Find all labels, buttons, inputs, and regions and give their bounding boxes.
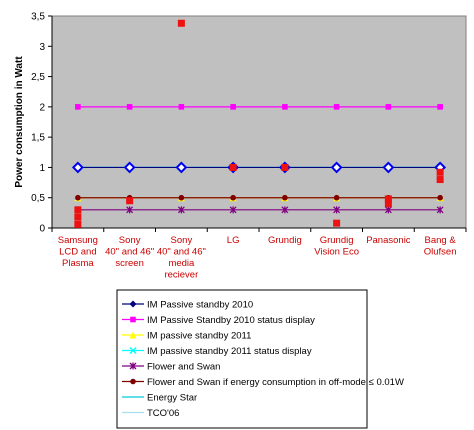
overlay-point [123,161,136,174]
x-tick-label-line: Grundig [320,235,354,246]
series-point [437,194,443,201]
measured-point [384,200,392,208]
y-tick-label: 1,5 [31,133,45,144]
x-tick-label: Bang & Olufsen [424,235,457,258]
overlay-point [330,161,343,174]
legend-marker [129,300,137,308]
x-tick-label: Grundig Vision Eco [314,235,359,258]
measured-point [436,168,444,176]
legend-label: TCO'06 [147,408,179,419]
x-tick-label-line: LG [227,235,240,246]
plot-area [51,15,467,229]
legend: IM Passive standby 2010 IM Passive Standb… [116,289,404,429]
x-tick-label-line: Grundig [268,235,302,246]
series-point [178,194,185,201]
x-tick-label-line: Sony [171,235,193,246]
legend-label: Flower and Swan [147,362,220,373]
legend-label: IM Passive Standby 2010 status display [147,315,315,326]
series-point [282,194,288,201]
x-tick-label: Samsung LCD and Plasma [58,235,98,269]
legend-label: IM passive standby 2011 status display [147,346,312,357]
measured-point [229,163,237,171]
measured-point [436,176,444,184]
y-tick-label: 0 [39,224,45,235]
series-point [281,206,289,214]
y-tick-label: 3 [39,42,45,53]
y-tick-label: 3,5 [31,12,45,23]
measured-layer [74,19,444,228]
measured-point [384,195,392,203]
overlay-point [175,161,188,174]
legend-label: Flower and Swan if energy consumption in… [147,377,404,388]
legend-marker [129,331,137,339]
y-tick-label: 1 [39,163,45,174]
overlay-point [382,161,395,174]
measured-point [74,220,82,228]
x-tick-label-line: 40" and 46" [105,247,154,258]
x-tick-label-line: Sony [119,235,141,246]
x-tick-label: Panasonic [366,235,411,246]
legend-marker [130,316,136,323]
series-point [437,104,443,110]
measured-point [177,19,185,27]
legend-marker [129,347,137,354]
series-point [333,206,341,214]
measured-point [333,219,341,227]
y-tick-label: 0,5 [31,193,45,204]
measured-point [281,163,289,171]
y-tick-label: 2 [39,102,45,113]
series-point [436,206,444,214]
x-tick-label: Grundig [268,235,302,246]
y-tick-label: 2,5 [31,72,45,83]
overlay-layer [71,161,447,174]
y-axis: 0 0,5 1 1,5 2 2,5 3 3,5 [31,12,53,235]
x-tick-label-line: Olufsen [424,247,457,258]
x-tick-label-line: Panasonic [366,235,411,246]
x-tick-label-line: media [168,258,195,269]
series-point [126,104,133,110]
measured-point [74,206,82,214]
legend-label: Energy Star [147,393,197,404]
series-point [333,104,340,110]
x-tick-label-line: Vision Eco [314,247,359,258]
series-point [384,206,392,214]
legend-box [116,289,368,429]
legend-label: IM Passive standby 2010 [147,300,253,311]
x-tick-label-line: reciever [164,270,198,281]
x-tick-label-line: Samsung [58,235,98,246]
series-point [126,206,134,214]
series-point [230,104,236,110]
series-point [229,206,237,214]
measured-point [126,197,134,205]
legend-label: IM passive standby 2011 [147,331,251,342]
series-point [333,194,340,201]
measured-point [74,213,82,221]
series-point [230,194,236,201]
x-tick-label: Sony 40" and 46" screen [105,235,154,269]
x-tick-label-line: LCD and [59,247,97,258]
legend-marker [130,378,136,385]
x-tick-label: Sony 40" and 46" media reciever [157,235,206,281]
series-point [75,194,81,201]
x-tick-label-line: screen [115,258,144,269]
x-tick-label-line: Plasma [62,258,94,269]
legend-marker [129,362,137,370]
x-tick-label-line: Bang & [425,235,457,246]
series-point [75,104,81,110]
series-point [385,104,392,110]
overlay-point [71,161,84,174]
x-tick-label-line: 40" and 46" [157,247,206,258]
x-tick-label: LG [227,235,240,246]
series-point [177,206,185,214]
series-point [282,104,288,110]
y-axis-title: Power consumption in Watt [14,56,25,188]
series-point [178,104,185,110]
